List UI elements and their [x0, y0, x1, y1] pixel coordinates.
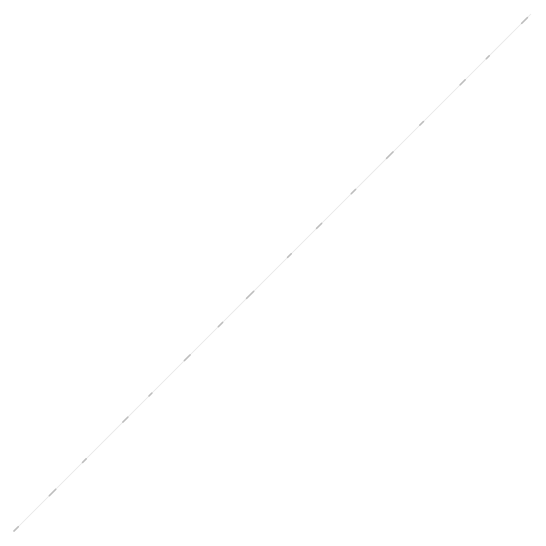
diagonal-line [13, 13, 532, 532]
